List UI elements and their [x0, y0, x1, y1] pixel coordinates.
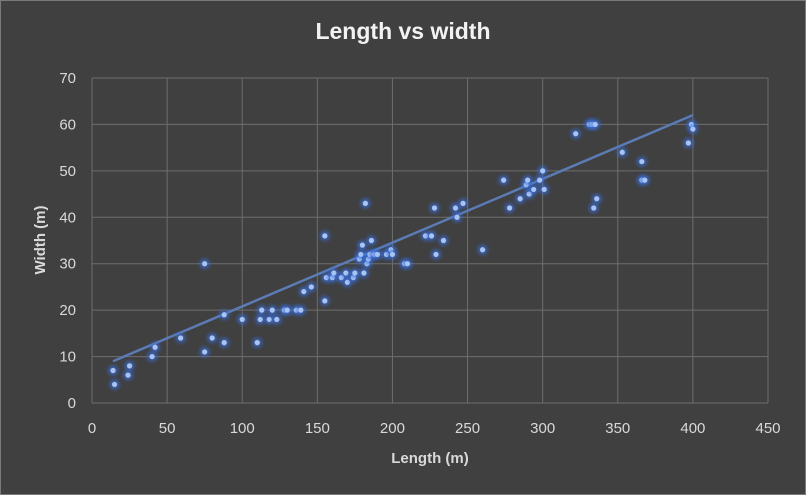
- data-point: [264, 314, 274, 324]
- data-point: [267, 305, 277, 315]
- x-axis-label: Length (m): [391, 450, 468, 467]
- data-point: [150, 342, 160, 352]
- data-point: [296, 305, 306, 315]
- y-tick-label: 40: [59, 209, 76, 226]
- data-point: [538, 166, 548, 176]
- x-tick-label: 400: [680, 420, 705, 437]
- data-point: [452, 212, 462, 222]
- data-point: [439, 236, 449, 245]
- data-point: [515, 194, 525, 204]
- data-point: [637, 157, 647, 167]
- data-point: [592, 194, 602, 204]
- x-tick-label: 300: [530, 420, 555, 437]
- y-axis-label: Width (m): [32, 205, 49, 274]
- x-tick-label: 150: [305, 420, 330, 437]
- data-point: [499, 175, 509, 185]
- data-point: [257, 305, 267, 315]
- data-point: [357, 240, 367, 250]
- data-point: [571, 129, 581, 139]
- y-tick-label: 10: [59, 349, 76, 366]
- x-tick-label: 50: [159, 420, 176, 437]
- data-point: [366, 236, 376, 245]
- data-point: [255, 314, 265, 324]
- data-point: [320, 296, 330, 306]
- data-point: [539, 184, 549, 194]
- data-point: [356, 249, 366, 259]
- data-point: [108, 366, 118, 375]
- data-point: [478, 245, 488, 255]
- data-point: [529, 184, 539, 194]
- x-tick-label: 450: [755, 420, 780, 437]
- trendline: [112, 113, 694, 363]
- data-point: [299, 287, 309, 297]
- data-point: [125, 361, 135, 371]
- y-tick-label: 70: [59, 70, 76, 87]
- data-point: [350, 268, 360, 278]
- y-tick-label: 20: [59, 302, 76, 319]
- data-point: [535, 175, 545, 185]
- data-point: [523, 175, 533, 185]
- data-point: [505, 203, 515, 213]
- data-point: [590, 119, 600, 129]
- data-point: [688, 124, 698, 134]
- data-point: [359, 268, 369, 278]
- data-point: [123, 370, 133, 380]
- x-tick-label: 250: [455, 420, 480, 437]
- data-point: [683, 138, 693, 148]
- data-point: [387, 249, 397, 259]
- y-tick-label: 30: [59, 256, 76, 273]
- data-point: [219, 310, 229, 320]
- data-point: [402, 259, 412, 269]
- data-point: [430, 203, 440, 213]
- chart-title: Length vs width: [315, 18, 491, 44]
- data-point: [617, 147, 627, 157]
- data-point: [200, 347, 210, 357]
- data-point: [110, 379, 120, 389]
- data-point: [252, 338, 262, 348]
- data-point: [427, 231, 437, 241]
- data-point: [360, 198, 370, 208]
- y-tick-label: 50: [59, 163, 76, 180]
- x-tick-label: 200: [380, 420, 405, 437]
- data-point: [589, 203, 599, 213]
- data-point: [329, 268, 339, 278]
- data-point: [341, 268, 351, 278]
- data-point: [431, 249, 441, 259]
- data-point: [147, 352, 157, 362]
- x-tick-label: 0: [88, 420, 96, 437]
- y-tick-label: 60: [59, 116, 76, 133]
- data-point: [207, 333, 217, 343]
- data-point: [176, 333, 186, 343]
- data-point: [272, 314, 282, 324]
- data-point: [458, 198, 468, 208]
- data-point: [451, 203, 461, 213]
- data-point: [372, 249, 382, 259]
- data-point: [306, 282, 316, 292]
- x-tick-label: 350: [605, 420, 630, 437]
- data-point: [200, 259, 210, 269]
- y-tick-label: 0: [68, 395, 76, 412]
- data-point: [282, 305, 292, 315]
- data-point: [320, 231, 330, 241]
- data-point: [640, 175, 650, 185]
- data-point: [237, 314, 247, 324]
- data-point: [219, 338, 229, 348]
- x-tick-label: 100: [230, 420, 255, 437]
